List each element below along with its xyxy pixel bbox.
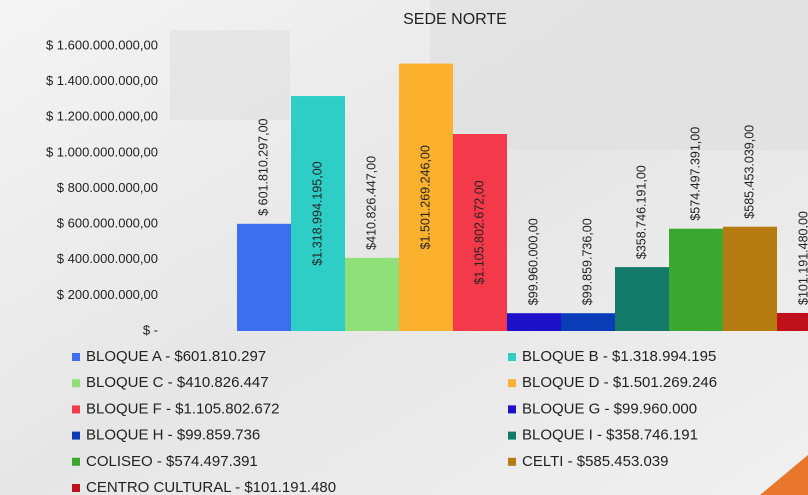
legend-swatch <box>508 405 516 414</box>
value-label: $358.746.191,00 <box>634 165 648 259</box>
y-tick-label: $ 1.400.000.000,00 <box>46 73 158 88</box>
legend-swatch <box>72 484 80 492</box>
bar <box>777 312 808 331</box>
legend-label: BLOQUE C - $410.826.447 <box>86 374 269 391</box>
legend-swatch <box>72 379 80 388</box>
legend-label: BLOQUE A - $601.810.297 <box>86 348 266 365</box>
y-tick-label: $ 600.000.000,00 <box>57 216 158 231</box>
bar <box>561 313 615 331</box>
value-label: $ 601.810.297,00 <box>256 118 270 215</box>
legend-swatch <box>508 379 516 388</box>
legend-label: COLISEO - $574.497.391 <box>86 453 258 470</box>
legend-label: BLOQUE H - $99.859.736 <box>86 427 260 444</box>
legend-swatch <box>508 353 516 361</box>
value-label: $410.826.447,00 <box>364 156 378 250</box>
legend-swatch <box>508 431 516 440</box>
legend-swatch <box>72 457 80 466</box>
y-tick-label: $ 800.000.000,00 <box>57 180 158 195</box>
bar <box>453 134 507 331</box>
legend-swatch <box>72 405 80 414</box>
value-label: $574.497.391,00 <box>688 127 702 221</box>
y-tick-label: $ 400.000.000,00 <box>57 251 158 266</box>
legend-swatch <box>508 457 516 466</box>
value-label: $1.318.994.195,00 <box>310 161 324 265</box>
value-label: $99.960.000,00 <box>526 218 540 305</box>
legend-swatch <box>72 431 80 440</box>
y-tick-label: $ 1.000.000.000,00 <box>46 144 158 159</box>
value-label: $101.191.480,00 <box>796 211 808 305</box>
legend-label: BLOQUE D - $1.501.269.246 <box>522 374 717 391</box>
bar <box>615 267 669 331</box>
value-label: $1.501.269.246,00 <box>418 145 432 249</box>
y-tick-label: $ 1.200.000.000,00 <box>46 109 158 124</box>
bar <box>669 228 723 331</box>
value-label: $99.859.736,00 <box>580 218 594 305</box>
legend-label: BLOQUE F - $1.105.802.672 <box>86 400 279 417</box>
bar <box>345 257 399 331</box>
legend-label: BLOQUE I - $358.746.191 <box>522 427 698 444</box>
bar <box>723 226 777 331</box>
value-label: $585.453.039,00 <box>742 125 756 219</box>
bar <box>291 96 345 331</box>
legend-label: BLOQUE G - $99.960.000 <box>522 400 697 417</box>
background-photo <box>430 0 808 150</box>
bar <box>237 223 291 331</box>
value-label: $1.105.802.672,00 <box>472 180 486 284</box>
legend-label: CENTRO CULTURAL - $101.191.480 <box>86 479 336 495</box>
legend-swatch <box>72 353 80 361</box>
y-tick-label: $ 200.000.000,00 <box>57 287 158 302</box>
plot-area: $ 601.810.297,00 $1.318.994.195,00 $410.82… <box>237 63 808 331</box>
bar <box>507 313 561 331</box>
corner-decoration <box>760 455 808 495</box>
legend-label: BLOQUE B - $1.318.994.195 <box>522 348 716 365</box>
y-tick-label: $ - <box>143 322 158 337</box>
chart-title: SEDE NORTE <box>403 11 507 28</box>
background-photo <box>170 30 290 120</box>
y-tick-label: $ 1.600.000.000,00 <box>46 37 158 52</box>
bar <box>399 63 453 331</box>
legend-label: CELTI - $585.453.039 <box>522 453 668 470</box>
